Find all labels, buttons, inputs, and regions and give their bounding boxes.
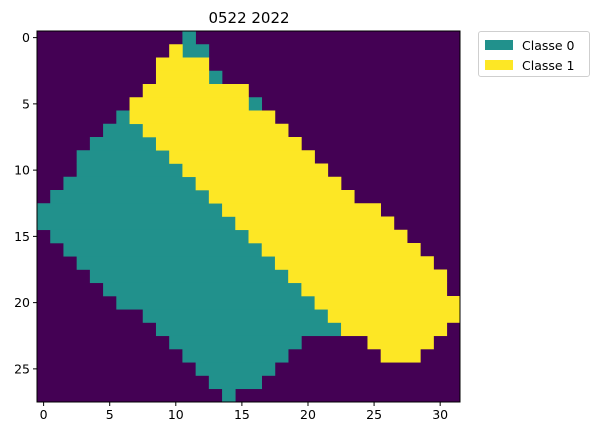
x-axis: 0 5 10 15 20 25 30 xyxy=(40,402,448,422)
x-tick-label-15: 15 xyxy=(234,407,250,422)
class-1-cells-row-6 xyxy=(129,110,276,125)
class-1-cells-row-15 xyxy=(248,229,408,244)
y-tick-label-5: 5 xyxy=(22,96,30,111)
class-1-cells-row-24 xyxy=(380,349,421,363)
y-tick-label-10: 10 xyxy=(14,163,30,178)
class-0-cells-row-9 xyxy=(76,150,170,164)
y-axis: 0 5 10 15 20 25 xyxy=(14,30,37,376)
class-1-cells-row-16 xyxy=(261,243,421,257)
y-tick-label-0: 0 xyxy=(22,30,30,45)
class-0-cells-row-12 xyxy=(50,190,210,204)
legend-label-class-0: Classe 0 xyxy=(522,37,575,53)
legend-swatch-class-1 xyxy=(485,60,513,70)
class-1-cells-row-12 xyxy=(208,190,355,204)
class-0-cells-row-25 xyxy=(195,362,276,376)
class-0-cells-row-0 xyxy=(182,31,196,45)
class-0-cells-row-7 xyxy=(103,123,144,138)
x-tick-label-5: 5 xyxy=(106,407,114,422)
class-1-cells-row-17 xyxy=(274,256,434,270)
class-1-cells-row-7 xyxy=(142,123,289,138)
x-tick-label-30: 30 xyxy=(432,407,448,422)
class-0-cells-row-19 xyxy=(103,282,302,297)
class-0-cells-row-23 xyxy=(169,335,302,350)
x-tick-label-25: 25 xyxy=(366,407,382,422)
class-0-cells-row-26 xyxy=(208,375,263,390)
class-1-cells-row-8 xyxy=(155,137,302,151)
class-0-cells-row-5 xyxy=(248,97,263,111)
class-0-cells-row-20 xyxy=(116,296,315,310)
heatmap-cells xyxy=(37,31,461,403)
legend-label-class-1: Classe 1 xyxy=(522,57,575,73)
legend: Classe 0 Classe 1 xyxy=(478,31,590,77)
chart-title: 0522 2022 xyxy=(208,9,289,27)
y-tick-label-15: 15 xyxy=(14,229,30,244)
class-0-cells-row-21 xyxy=(142,309,329,323)
class-1-cells-row-22 xyxy=(341,322,448,337)
class-1-cells-row-11 xyxy=(195,176,342,191)
class-1-cells-row-13 xyxy=(222,203,381,217)
class-0-cells-row-27 xyxy=(222,388,236,403)
legend-item-class-1: Classe 1 xyxy=(485,57,575,73)
class-1-cells-row-1 xyxy=(169,44,183,58)
class-0-cells-row-3 xyxy=(208,70,223,85)
class-0-cells-row-16 xyxy=(63,243,263,257)
class-1-cells-row-20 xyxy=(314,296,461,310)
class-1-cells-row-21 xyxy=(327,309,461,323)
class-1-cells-row-19 xyxy=(301,282,448,297)
class-0-cells-row-1 xyxy=(182,44,210,58)
class-0-cells-row-24 xyxy=(182,349,289,363)
class-1-cells-row-18 xyxy=(288,269,448,284)
class-1-cells-row-9 xyxy=(169,150,315,164)
class-0-cells-row-15 xyxy=(50,229,249,244)
legend-item-class-0: Classe 0 xyxy=(485,37,575,53)
y-tick-label-20: 20 xyxy=(14,295,30,310)
class-0-cells-row-17 xyxy=(76,256,276,270)
class-1-cells-row-14 xyxy=(235,216,395,231)
class-1-cells-row-2 xyxy=(155,57,210,72)
class-0-cells-row-18 xyxy=(89,269,289,284)
class-1-cells-row-10 xyxy=(182,163,329,178)
class-0-cells-row-6 xyxy=(116,110,130,125)
class-0-cells-row-11 xyxy=(63,176,196,191)
class-0-cells-row-8 xyxy=(89,137,157,151)
x-tick-label-10: 10 xyxy=(168,407,184,422)
class-0-cells-row-13 xyxy=(37,203,223,217)
plot-frame xyxy=(36,30,461,403)
x-tick-label-0: 0 xyxy=(40,407,48,422)
class-0-cells-row-22 xyxy=(155,322,342,337)
class-1-cells-row-4 xyxy=(142,84,249,98)
class-1-cells-row-5 xyxy=(129,97,249,111)
class-1-cells-row-3 xyxy=(155,70,210,85)
class-0-cells-row-10 xyxy=(76,163,183,178)
class-1-cells-row-23 xyxy=(367,335,434,350)
y-tick-label-25: 25 xyxy=(14,361,30,376)
class-0-cells-row-14 xyxy=(37,216,236,231)
legend-swatch-class-0 xyxy=(485,40,513,50)
x-tick-label-20: 20 xyxy=(300,407,316,422)
